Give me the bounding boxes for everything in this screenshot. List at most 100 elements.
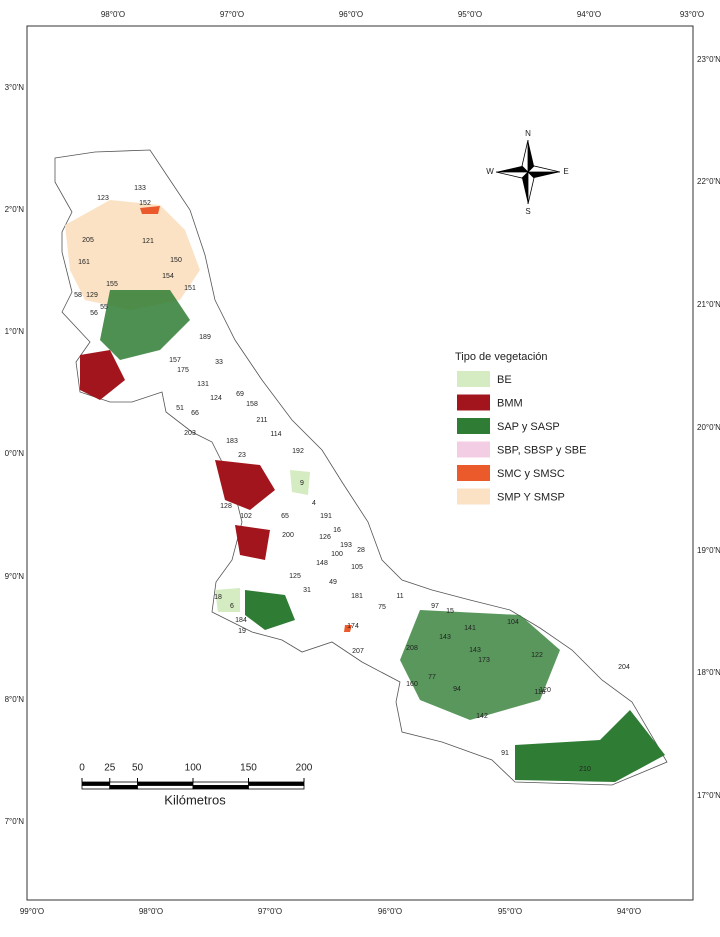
right-coord: 18°0'N <box>697 668 720 677</box>
legend-swatch <box>457 488 490 505</box>
left-coord: 9°0'N <box>5 572 25 581</box>
bottom-coord: 98°0'O <box>139 907 163 916</box>
municipality-number: 155 <box>106 281 118 288</box>
legend-label: SMC y SMSC <box>497 468 565 480</box>
legend-swatch <box>457 394 490 411</box>
compass-e: E <box>563 167 568 176</box>
legend-swatch <box>457 441 490 458</box>
municipality-number: 161 <box>78 259 90 266</box>
municipality-number: 114 <box>270 431 281 438</box>
scale-segment <box>137 785 194 790</box>
municipality-number: 151 <box>184 285 196 292</box>
municipality-number: 77 <box>428 674 436 681</box>
legend-swatch <box>457 371 490 387</box>
scale-segment <box>137 781 194 786</box>
municipality-number: 173 <box>478 657 490 664</box>
top-coord: 98°0'O <box>101 10 125 19</box>
municipality-number: 58 <box>74 292 82 299</box>
municipality-number: 23 <box>238 452 246 459</box>
municipality-number: 69 <box>236 391 244 398</box>
compass-n: N <box>525 129 531 138</box>
municipality-number: 18 <box>214 594 222 601</box>
scale-tick-label: 200 <box>296 763 313 774</box>
compass-w: W <box>486 167 494 176</box>
municipality-number: 175 <box>177 367 189 374</box>
municipality-number: 123 <box>97 195 109 202</box>
bottom-coord: 97°0'O <box>258 907 282 916</box>
municipality-number: 122 <box>531 652 543 659</box>
municipality-number: 11 <box>396 593 403 600</box>
legend-title: Tipo de vegetación <box>455 351 548 363</box>
scale-segment <box>192 781 249 786</box>
municipality-number: 183 <box>226 438 238 445</box>
scale-unit: Kilómetros <box>164 792 226 807</box>
legend-label: SMP Y SMSP <box>497 491 565 503</box>
municipality-number: 126 <box>319 534 331 541</box>
scale-segment <box>248 785 305 790</box>
municipality-number: 131 <box>197 381 209 388</box>
vegetation <box>65 200 665 782</box>
municipality-number: 75 <box>378 604 386 611</box>
municipality-number: 97 <box>431 603 439 610</box>
municipality-number: 203 <box>184 430 196 437</box>
municipality-number: 143 <box>439 634 451 641</box>
left-coord: 3°0'N <box>5 83 25 92</box>
municipality-number: 56 <box>90 310 98 317</box>
right-coord: 21°0'N <box>697 300 720 309</box>
scale-tick-label: 50 <box>132 763 144 774</box>
municipality-number: 120 <box>539 687 551 694</box>
municipality-number: 66 <box>191 410 199 417</box>
right-coord: 23°0'N <box>697 55 720 64</box>
bottom-coord: 95°0'O <box>498 907 522 916</box>
scale-tick-label: 0 <box>79 763 85 774</box>
municipality-number: 100 <box>331 551 343 558</box>
legend-label: BE <box>497 374 512 386</box>
top-coord: 93°0'O <box>680 10 704 19</box>
scale-segment <box>109 781 138 786</box>
municipality-number: 208 <box>406 645 418 652</box>
left-coord: 1°0'N <box>5 327 25 336</box>
municipality-number: 51 <box>176 405 184 412</box>
municipality-number: 143 <box>469 647 481 654</box>
municipality-number: 65 <box>281 513 289 520</box>
scale-segment <box>81 781 111 786</box>
right-coord: 17°0'N <box>697 791 720 800</box>
municipality-number: 116 <box>534 689 545 696</box>
bottom-coord: 94°0'O <box>617 907 641 916</box>
municipality-number: 129 <box>86 292 98 299</box>
municipality-number: 142 <box>476 713 488 720</box>
left-coord: 7°0'N <box>5 817 25 826</box>
left-coord: 0°0'N <box>5 449 25 458</box>
municipality-number: 6 <box>230 603 234 610</box>
municipality-number: 94 <box>453 686 461 693</box>
top-coord: 95°0'O <box>458 10 482 19</box>
municipality-number: 128 <box>220 503 232 510</box>
municipality-number: 19 <box>238 628 246 635</box>
legend-label: BMM <box>497 397 523 409</box>
municipality-number: 193 <box>340 542 352 549</box>
municipality-number: 141 <box>464 625 476 632</box>
left-coord: 2°0'N <box>5 205 25 214</box>
municipality-number: 200 <box>282 532 294 539</box>
municipality-number: 105 <box>351 564 363 571</box>
compass-rose: N S E W <box>486 129 568 216</box>
municipality-number: 189 <box>199 334 211 341</box>
municipality-number: 160 <box>406 681 418 688</box>
municipality-number: 152 <box>139 200 151 207</box>
legend-swatch <box>457 465 490 481</box>
municipality-number: 150 <box>170 257 182 264</box>
municipality-number: 158 <box>246 401 258 408</box>
bottom-coord: 96°0'O <box>378 907 402 916</box>
scale-tick-label: 100 <box>185 763 202 774</box>
municipality-number: 205 <box>82 237 94 244</box>
right-coord: 22°0'N <box>697 177 720 186</box>
municipality-number: 148 <box>316 560 328 567</box>
scale-tick-label: 25 <box>104 763 116 774</box>
municipality-number: 191 <box>320 513 332 520</box>
municipality-number: 28 <box>357 547 365 554</box>
scale-segment <box>109 785 138 790</box>
municipality-number: 31 <box>303 587 311 594</box>
right-coord: 19°0'N <box>697 546 720 555</box>
right-coord: 20°0'N <box>697 423 720 432</box>
